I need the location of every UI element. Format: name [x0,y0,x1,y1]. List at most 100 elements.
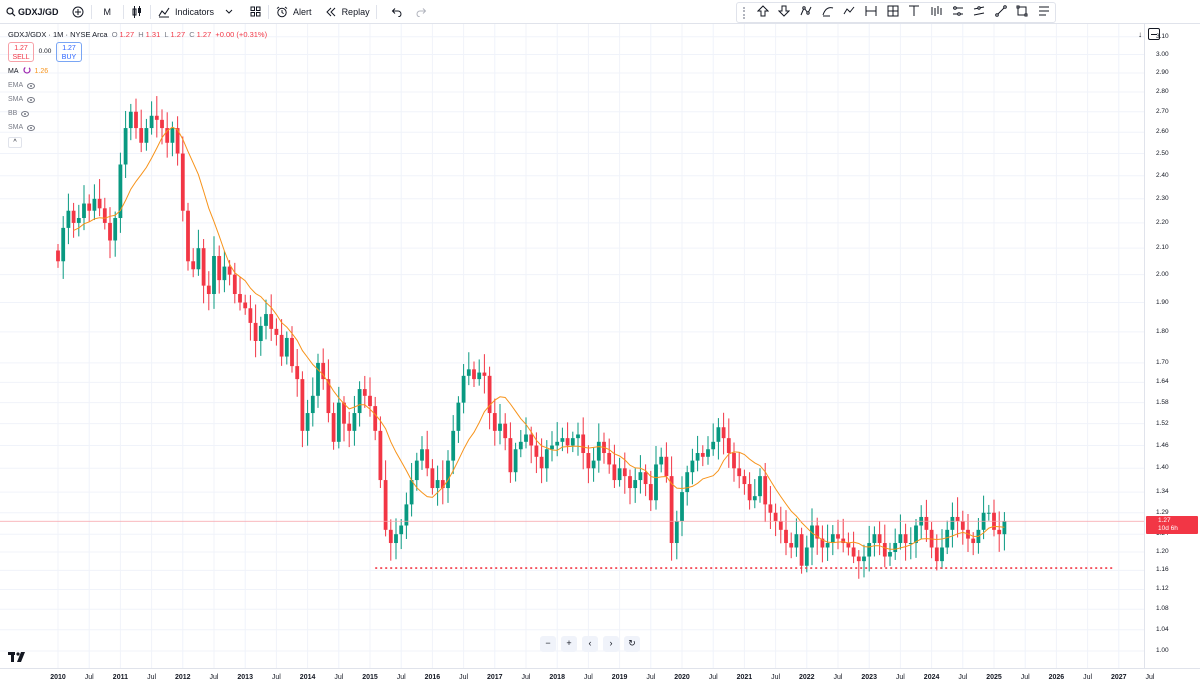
replay-button[interactable]: Replay [318,0,376,24]
candle [690,448,695,485]
candle [300,371,305,448]
candle-body [664,456,669,477]
candle [711,423,716,456]
ray-tool[interactable] [947,4,969,22]
candle [695,435,700,472]
candle [222,250,227,293]
buy-button[interactable]: 1.27 BUY [56,42,82,62]
candle [737,452,742,489]
chart-canvas[interactable] [0,24,1144,668]
candle [607,438,612,474]
candle [867,525,872,572]
candle [243,294,248,315]
candle-body [56,250,60,262]
more-tools[interactable] [1033,4,1055,22]
collapse-legend-button[interactable]: ^ [8,137,22,148]
legend-symbol-title[interactable]: GDXJ/GDX · 1M · NYSE Arca [8,30,108,39]
scale-mode-button[interactable] [1148,28,1160,40]
time-tick-label: Jul [583,674,593,681]
price-tick-label: 2.20 [1156,218,1169,226]
trend-line-tool[interactable] [990,4,1012,22]
redo-button[interactable] [409,0,435,24]
time-tick-label: Jul [708,674,718,681]
toolbar-divider [90,4,92,19]
candle-body [326,379,331,414]
indicator-row[interactable]: SMA [8,93,269,107]
candle [934,534,939,571]
candle-body [529,434,534,446]
zoom-in-button[interactable]: + [561,636,577,652]
candle [128,103,133,141]
candle-body [71,210,76,223]
rectangle-tool[interactable] [1012,4,1034,22]
time-axis[interactable] [0,668,1200,686]
indicator-row[interactable]: SMA [8,121,269,135]
candle-body [66,210,71,228]
symbol-search-button[interactable]: GDXJ/GD [0,0,65,24]
candle-body [628,476,632,489]
date-range-tool[interactable] [860,4,882,22]
tradingview-logo[interactable] [8,652,26,665]
grid-icon [248,5,262,19]
drag-handle-icon[interactable] [743,6,746,19]
interval-button[interactable]: M [92,0,124,24]
indicator-row-ma[interactable]: MA 1.26 [8,65,269,79]
candle [430,459,435,495]
price-range-tool[interactable] [882,4,904,22]
candle [586,445,591,484]
price-scale[interactable] [1144,24,1200,668]
candle-body [274,328,279,335]
fib-tool[interactable] [903,4,925,22]
scroll-right-button[interactable]: › [603,636,619,652]
parallel-channel-tool[interactable] [968,4,990,22]
candle-body [435,480,440,489]
trade-buttons: 1.27 SELL 0.00 1.27 BUY [8,42,269,62]
candle-body [789,543,794,548]
undo-button[interactable] [383,0,409,24]
refresh-icon: ↻ [628,638,636,648]
eye-icon[interactable] [27,125,36,131]
candle-body [534,445,539,457]
chart-type-button[interactable] [124,0,150,24]
alert-button[interactable]: Alert [269,0,318,24]
indicator-row[interactable]: BB [8,107,269,121]
scroll-left-button[interactable]: ‹ [582,636,598,652]
indicator-row[interactable]: EMA [8,79,269,93]
arrow-up-tool[interactable] [752,4,774,22]
trend-path-tool[interactable] [839,4,861,22]
time-tick-label: 2026 [1048,674,1065,681]
price-tick-label: 2.40 [1156,171,1169,179]
sell-button[interactable]: 1.27 SELL [8,42,34,62]
arrow-down-tool[interactable] [774,4,796,22]
indicators-button[interactable]: Indicators [151,0,242,24]
curve-tool[interactable] [817,4,839,22]
drawing-toolbar [736,2,1056,23]
candle [893,528,898,560]
candle-body [518,441,523,450]
time-tick-label: Jul [1083,674,1093,681]
reset-chart-button[interactable]: ↻ [624,636,640,652]
chevron-down-icon[interactable] [222,5,236,19]
candle [550,431,554,462]
pattern-tool[interactable] [795,4,817,22]
candle-body [206,285,211,295]
candle [118,152,123,233]
candle-body [820,538,825,548]
curve-icon [822,4,834,22]
zoom-out-button[interactable]: − [540,636,556,652]
time-tick-label: 2011 [112,674,128,681]
eye-icon[interactable] [21,111,30,117]
time-tick-label: Jul [833,674,843,681]
bars-pattern-tool[interactable] [925,4,947,22]
eye-icon[interactable] [27,97,36,103]
arrow-down-icon[interactable]: ↓ [1138,29,1142,39]
menu-lines-icon [1038,4,1050,22]
price-tick-label: 1.12 [1156,585,1169,593]
eye-icon[interactable] [27,83,36,89]
time-tick-label: 2017 [487,674,503,681]
layouts-button[interactable] [242,0,268,24]
candle [284,331,289,365]
compare-button[interactable] [65,0,91,24]
candle-body [498,423,502,431]
